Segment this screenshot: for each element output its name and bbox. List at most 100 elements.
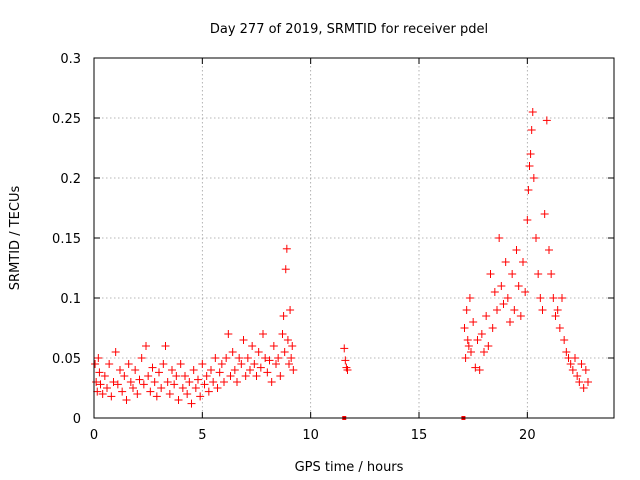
data-point — [211, 354, 220, 362]
data-point — [467, 348, 475, 356]
data-point — [228, 348, 237, 356]
data-point — [139, 380, 148, 389]
data-point — [239, 336, 248, 344]
data-point — [254, 348, 263, 356]
data-point — [176, 360, 185, 368]
data-point — [178, 384, 187, 392]
data-point — [111, 348, 120, 356]
data-point — [230, 366, 239, 374]
x-tick-label: 20 — [519, 428, 536, 443]
y-tick-label: 0.1 — [60, 292, 81, 307]
data-point — [475, 366, 484, 374]
x-tick-label: 5 — [198, 428, 206, 443]
data-point — [202, 372, 211, 380]
data-point — [163, 378, 172, 386]
data-point — [555, 324, 564, 332]
data-point — [269, 342, 278, 350]
data-point — [137, 354, 146, 362]
data-point — [209, 378, 218, 386]
data-point — [150, 378, 159, 386]
data-point — [146, 387, 155, 396]
grid — [94, 58, 614, 418]
data-point — [95, 368, 104, 377]
data-point — [200, 380, 209, 389]
data-point — [288, 342, 297, 350]
data-point — [280, 348, 289, 356]
data-point — [506, 318, 514, 326]
data-point — [213, 384, 222, 392]
data-point — [148, 363, 157, 372]
data-point — [113, 380, 122, 389]
data-point — [480, 348, 488, 356]
data-point — [519, 258, 527, 266]
data-point — [536, 294, 545, 302]
data-point — [224, 330, 233, 338]
data-point — [542, 116, 551, 125]
data-point — [100, 372, 109, 380]
data-point — [191, 384, 200, 392]
data-point — [96, 380, 105, 389]
data-point — [461, 354, 470, 362]
data-point — [233, 378, 241, 386]
data-point — [157, 384, 166, 392]
data-point — [581, 366, 590, 374]
data-point — [532, 234, 540, 242]
data-point — [281, 265, 290, 274]
data-point — [276, 372, 285, 380]
data-point — [477, 330, 486, 338]
data-point — [250, 360, 259, 368]
data-point — [220, 378, 228, 386]
data-point — [194, 375, 202, 384]
data-point — [170, 380, 179, 389]
data-point — [174, 396, 183, 404]
data-point — [527, 126, 536, 134]
data-point — [144, 372, 153, 380]
data-point — [460, 324, 469, 332]
data-point — [529, 174, 538, 182]
data-point — [185, 378, 194, 386]
data-point — [155, 368, 163, 377]
data-point — [279, 312, 288, 320]
data-point — [252, 372, 261, 380]
data-point — [259, 330, 267, 338]
data-point — [152, 392, 161, 401]
data-point — [181, 372, 189, 380]
data-point — [142, 342, 150, 350]
data-point — [493, 306, 501, 314]
data-point — [129, 384, 137, 392]
data-point — [534, 270, 543, 278]
data-point — [486, 270, 495, 278]
data-point — [484, 342, 493, 350]
data-point — [488, 324, 497, 332]
data-point — [246, 366, 254, 374]
data-point — [579, 384, 588, 392]
data-point — [462, 306, 471, 314]
data-point — [463, 336, 472, 344]
data-point — [521, 288, 530, 296]
data-point — [471, 363, 480, 372]
data-point — [512, 246, 521, 254]
data-point — [285, 360, 293, 368]
data-point — [566, 360, 575, 368]
data-point — [105, 360, 114, 368]
data-point — [133, 390, 142, 398]
data-point — [464, 342, 473, 350]
data-point — [465, 294, 474, 302]
data-point — [91, 360, 100, 368]
x-tick-label: 15 — [411, 428, 428, 443]
data-point — [558, 294, 566, 302]
data-point — [547, 270, 556, 278]
data-point — [207, 366, 215, 374]
data-point — [159, 360, 168, 368]
data-point — [341, 356, 350, 365]
x-tick-label: 10 — [302, 428, 319, 443]
data-point — [274, 354, 283, 362]
data-point — [540, 210, 549, 218]
data-point — [248, 342, 257, 350]
data-point — [524, 186, 533, 194]
axis-ticks: 0 5 10 15 20 0 0.05 0.1 0.15 0.2 0.25 0.3 — [52, 52, 614, 443]
y-tick-label: 0.15 — [52, 232, 81, 247]
data-point — [495, 234, 504, 242]
y-tick-label: 0.3 — [60, 52, 81, 67]
x-tick-label: 0 — [90, 428, 98, 443]
